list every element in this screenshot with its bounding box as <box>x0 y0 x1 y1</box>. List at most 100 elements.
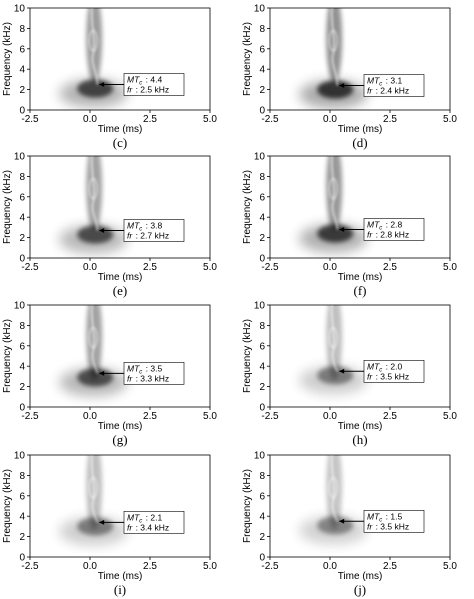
spectrogram-panel: -2.5 0.0 2.5 5.0 0 2 4 6 8 10 Time (ms) Frequency (… <box>242 301 457 448</box>
mt-annotation: MTc : 3.5 <box>127 363 162 375</box>
annotation-box <box>363 218 425 241</box>
y-tick-label: 10 <box>14 301 26 312</box>
y-tick-label: 8 <box>19 172 25 183</box>
x-tick-label: -2.5 <box>261 411 279 422</box>
x-axis-label: Time (ms) <box>98 124 143 135</box>
y-tick-label: 4 <box>259 512 265 523</box>
y-tick-label: 2 <box>259 532 265 543</box>
x-axis-label: Time (ms) <box>98 571 143 582</box>
spectrogram-panel: -2.5 0.0 2.5 5.0 0 2 4 6 8 10 Time (ms) Frequency (… <box>2 451 217 598</box>
plot-area <box>269 454 451 558</box>
x-tick-label: -2.5 <box>21 561 39 572</box>
fr-label: fr <box>367 521 373 531</box>
y-tick-label: 10 <box>254 152 266 163</box>
mt-subscript: c <box>379 82 382 88</box>
y-tick-label: 2 <box>259 85 265 96</box>
y-tick-label: 8 <box>259 471 265 482</box>
x-axis-label: Time (ms) <box>338 571 383 582</box>
annotation-box <box>123 362 185 385</box>
plot-area <box>29 304 211 408</box>
x-tick-label: 5.0 <box>443 114 457 125</box>
spectrogram-panel: -2.5 0.0 2.5 5.0 0 2 4 6 8 10 Time (ms) Frequency (… <box>2 301 217 448</box>
mt-label: MT <box>367 76 380 86</box>
y-tick-label: 8 <box>259 24 265 35</box>
x-tick-label: -2.5 <box>21 411 39 422</box>
mt-annotation: MTc : 2.1 <box>127 512 162 524</box>
fr-value: : 2.5 kHz <box>133 85 169 95</box>
fr-annotation: fr : 3.4 kHz <box>127 522 169 532</box>
y-axis-label: Frequency (kHz) <box>242 22 253 96</box>
x-tick-label: 2.5 <box>383 411 397 422</box>
arrowhead-icon <box>339 518 345 524</box>
x-tick-label: 0.0 <box>323 561 337 572</box>
mt-value: : 3.1 <box>383 76 402 86</box>
fr-label: fr <box>127 85 133 95</box>
y-tick-label: 0 <box>259 553 265 564</box>
fr-value: : 3.5 kHz <box>373 371 409 381</box>
x-axis-label: Time (ms) <box>338 421 383 432</box>
annotation-box <box>123 511 185 534</box>
mt-value: : 3.8 <box>143 220 162 230</box>
plot-area <box>269 304 451 408</box>
mt-value: : 2.1 <box>143 512 162 522</box>
y-tick-label: 6 <box>19 341 25 352</box>
mt-label: MT <box>367 361 380 371</box>
y-axis-label: Frequency (kHz) <box>2 319 13 393</box>
y-tick-label: 0 <box>259 403 265 414</box>
fr-annotation: fr : 2.8 kHz <box>367 229 409 239</box>
y-tick-label: 10 <box>14 152 26 163</box>
fr-label: fr <box>127 522 133 532</box>
x-tick-label: 0.0 <box>323 262 337 273</box>
mt-annotation: MTc : 3.1 <box>367 76 402 88</box>
x-tick-label: 2.5 <box>143 114 157 125</box>
annotation-box <box>363 74 425 97</box>
spectrogram-panel: -2.5 0.0 2.5 5.0 0 2 4 6 8 10 Time (ms) Frequency (… <box>242 451 457 598</box>
fr-value: : 3.5 kHz <box>373 521 409 531</box>
x-tick-label: 2.5 <box>143 561 157 572</box>
panel-caption: (d) <box>352 135 367 150</box>
arrowhead-icon <box>99 227 105 233</box>
fr-value: : 2.4 kHz <box>373 86 409 96</box>
panel-caption: (e) <box>113 283 127 298</box>
y-tick-label: 0 <box>259 254 265 265</box>
x-axis-label: Time (ms) <box>98 272 143 283</box>
y-tick-label: 8 <box>19 321 25 332</box>
y-tick-label: 0 <box>19 553 25 564</box>
mt-subscript: c <box>379 367 382 373</box>
y-tick-label: 6 <box>19 44 25 55</box>
energy-map <box>59 455 128 546</box>
y-tick-label: 4 <box>19 362 25 373</box>
x-tick-label: 5.0 <box>203 411 217 422</box>
fr-annotation: fr : 2.4 kHz <box>367 86 409 96</box>
mt-value: : 4.4 <box>143 75 162 85</box>
panel-caption: (f) <box>354 283 367 298</box>
arrowhead-icon <box>99 82 105 87</box>
fr-value: : 3.3 kHz <box>133 373 169 383</box>
fr-label: fr <box>367 371 373 381</box>
x-tick-label: 0.0 <box>83 262 97 273</box>
mt-label: MT <box>127 512 140 522</box>
x-tick-label: 0.0 <box>83 561 97 572</box>
x-axis-label: Time (ms) <box>338 124 383 135</box>
x-axis-label: Time (ms) <box>338 272 383 283</box>
fr-label: fr <box>127 230 133 240</box>
y-tick-label: 8 <box>259 172 265 183</box>
annotation-box <box>123 219 185 242</box>
panel-caption: (i) <box>114 582 126 597</box>
fr-annotation: fr : 2.7 kHz <box>127 230 169 240</box>
energy-map <box>299 305 368 395</box>
y-tick-label: 10 <box>14 4 26 15</box>
y-axis-label: Frequency (kHz) <box>242 319 253 393</box>
arrowhead-icon <box>339 368 345 374</box>
mt-annotation: MTc : 4.4 <box>127 75 162 87</box>
x-tick-label: -2.5 <box>21 114 39 125</box>
x-tick-label: 5.0 <box>203 561 217 572</box>
x-tick-label: 0.0 <box>83 411 97 422</box>
y-axis-label: Frequency (kHz) <box>242 469 253 543</box>
energy-map <box>299 455 368 545</box>
x-tick-label: 0.0 <box>323 114 337 125</box>
spectrogram-panel: -2.5 0.0 2.5 5.0 0 2 4 6 8 10 Time (ms) Frequency (… <box>2 4 217 151</box>
x-tick-label: 2.5 <box>143 411 157 422</box>
y-tick-label: 2 <box>19 532 25 543</box>
y-tick-label: 8 <box>19 24 25 35</box>
